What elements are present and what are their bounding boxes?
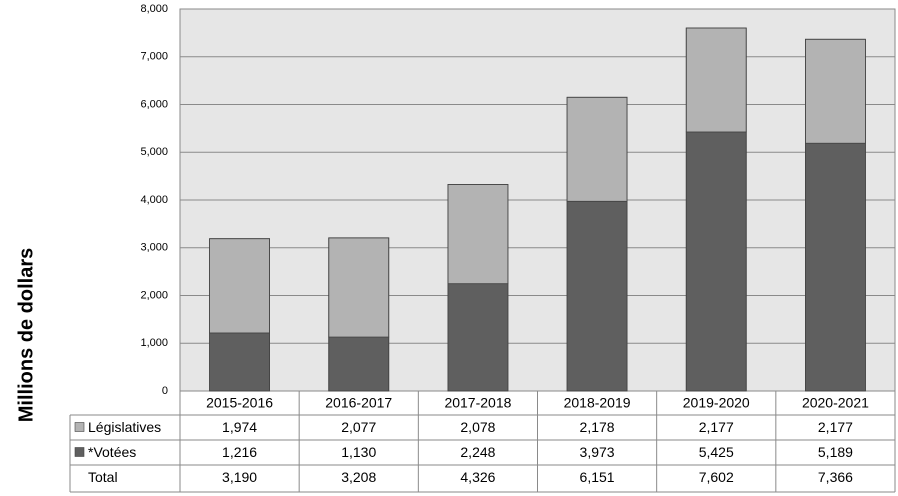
legend-swatch [74,422,85,432]
bar-segment [805,142,866,392]
total-label: Total [88,469,118,485]
bar-segment [328,336,390,392]
table-cell: 1,130 [341,444,376,460]
y-tick-label: 0 [162,385,168,397]
table-cell: 3,973 [580,444,615,460]
bar-segment [805,38,866,144]
bar-total-outline [209,238,270,392]
table-cell: 1,216 [222,444,257,460]
y-tick-label: 5,000 [140,146,168,158]
table-cell: 7,602 [699,469,734,485]
bar-segment [566,96,628,202]
x-tick-label: 2019-2020 [683,395,750,411]
legend-label: *Votées [88,444,136,460]
x-tick-label: 2017-2018 [444,395,511,411]
bar-segment [685,131,747,392]
bar-segment [447,184,509,285]
table-cell: 4,326 [460,469,495,485]
table-cell: 2,248 [460,444,495,460]
bar-segment [566,200,628,392]
bar-segment [685,27,747,133]
bar-total-outline [328,237,390,392]
x-tick-label: 2016-2017 [325,395,392,411]
table-cell: 7,366 [818,469,853,485]
x-tick-label: 2015-2016 [206,395,273,411]
table-cell: 6,151 [580,469,615,485]
bar-segment [209,238,270,334]
x-tick-label: 2018-2019 [564,395,631,411]
table-cell: 2,178 [580,419,615,435]
table-cell: 5,425 [699,444,734,460]
bar-total-outline [805,38,866,392]
y-axis-label: Millions de dollars [15,248,37,422]
legend-label: Législatives [88,419,161,435]
table-cell: 5,189 [818,444,853,460]
table-cell: 2,177 [699,419,734,435]
y-tick-label: 7,000 [140,51,168,63]
y-tick-label: 1,000 [140,337,168,349]
bar-segment [447,283,509,392]
table-cell: 2,078 [460,419,495,435]
y-tick-label: 2,000 [140,289,168,301]
y-tick-label: 8,000 [140,3,168,15]
bar-total-outline [566,96,628,392]
bar-segment [209,332,270,392]
bar-total-outline [685,27,747,392]
table-cell: 3,208 [341,469,376,485]
bar-segment [328,237,390,338]
table-cell: 2,177 [818,419,853,435]
bar-total-outline [447,184,509,392]
legend-swatch [74,447,85,457]
y-tick-label: 4,000 [140,194,168,206]
table-cell: 2,077 [341,419,376,435]
table-cell: 3,190 [222,469,257,485]
y-tick-label: 3,000 [140,242,168,254]
x-tick-label: 2020-2021 [802,395,869,411]
table-cell: 1,974 [222,419,257,435]
y-tick-label: 6,000 [140,98,168,110]
